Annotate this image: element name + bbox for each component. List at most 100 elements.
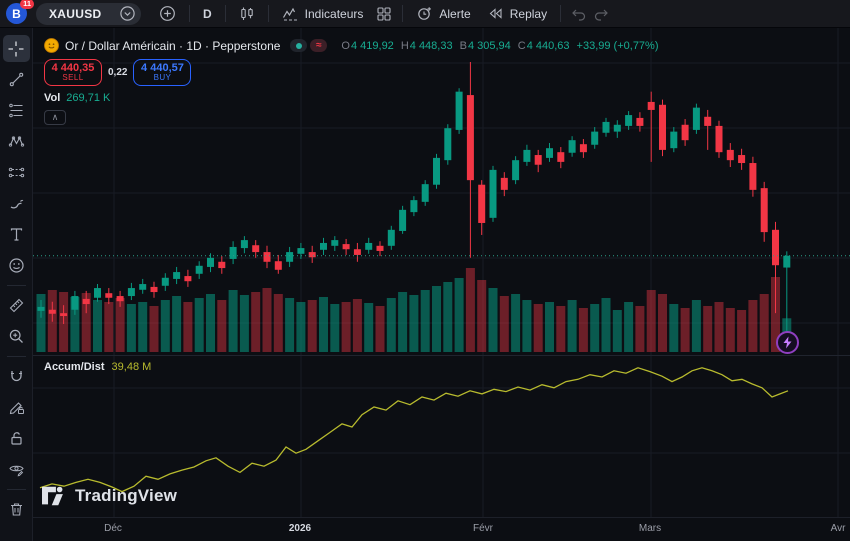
replay-button[interactable]: Replay: [479, 2, 555, 26]
lightning-bolt-icon: [783, 336, 792, 349]
volume-bar: [273, 294, 283, 352]
projection-icon: [8, 167, 24, 178]
tradingview-logo-text: TradingView: [75, 486, 178, 505]
high-label: H: [400, 39, 409, 52]
text-tool[interactable]: [3, 221, 30, 248]
tradingview-watermark[interactable]: TradingView: [42, 486, 177, 506]
pencil-lock-icon: [9, 402, 24, 415]
emoji-tool[interactable]: [3, 252, 30, 279]
chart-style-button[interactable]: [231, 2, 263, 26]
remove-drawings-tool[interactable]: [3, 496, 30, 523]
market-status-icon[interactable]: ≈: [310, 39, 328, 52]
candle-body: [320, 242, 327, 250]
alert-button[interactable]: Alerte: [408, 2, 478, 26]
candle-body: [127, 288, 135, 297]
price-and-volume-chart[interactable]: [33, 28, 850, 517]
toolbar-separator: [402, 5, 404, 22]
accdist-line: [39, 367, 789, 493]
buy-button[interactable]: 4 440,57 BUY: [133, 59, 192, 86]
brush-tool[interactable]: [3, 190, 30, 217]
accdist-label[interactable]: Accum/Dist: [44, 361, 105, 373]
fib-retracement-icon: [8, 103, 22, 118]
volume-bar: [183, 302, 193, 352]
candle-body: [466, 95, 474, 181]
candle-body: [184, 276, 192, 282]
candle-body: [48, 309, 56, 314]
volume-bar: [556, 306, 566, 352]
collapse-legend-button[interactable]: ∧: [44, 110, 66, 125]
sell-button[interactable]: 4 440,35 SELL: [44, 59, 102, 86]
toolbar-group-separator: [6, 489, 26, 490]
switch-symbol-icon[interactable]: [119, 5, 136, 22]
replay-label: Replay: [509, 6, 548, 21]
accdist-row: Accum/Dist 39,48 M: [44, 361, 151, 373]
symbol-title[interactable]: Or / Dollar Américain · 1D · Pepperstone: [65, 38, 281, 53]
volume-bar: [420, 290, 430, 352]
zoom-in-tool[interactable]: [3, 323, 30, 350]
volume-bar: [748, 300, 758, 352]
volume-bar: [217, 300, 227, 352]
instant-order-flash-button[interactable]: [776, 331, 799, 354]
volume-bar: [567, 300, 577, 352]
volume-bar: [70, 297, 80, 352]
trend-line-tool[interactable]: [3, 66, 30, 93]
candle-body: [647, 101, 655, 110]
volume-bar: [477, 280, 487, 352]
drawing-toolbar: [0, 28, 33, 541]
volume-bar: [228, 290, 238, 352]
time-axis-label: Févr: [473, 523, 493, 534]
candle-body: [161, 277, 169, 286]
alarm-plus-icon: [418, 7, 432, 20]
volume-bar: [296, 302, 306, 352]
sell-price: 4 440,35: [51, 61, 95, 74]
toolbar-group-separator: [6, 356, 26, 357]
volume-bar: [239, 295, 249, 352]
candle-body: [376, 245, 384, 251]
time-axis[interactable]: Déc 2026 Févr Mars Avr: [33, 517, 850, 541]
projection-tool[interactable]: [3, 159, 30, 186]
hide-drawings-tool[interactable]: [3, 456, 30, 483]
layout-grid-button[interactable]: [371, 2, 397, 26]
volume-bar: [172, 296, 182, 352]
time-axis-label: 2026: [288, 523, 312, 534]
redo-button[interactable]: [590, 2, 614, 26]
candle-body: [240, 240, 248, 249]
trade-buttons-row: 4 440,35 SELL 0,22 4 440,57 BUY: [44, 59, 659, 86]
candle-body: [274, 261, 282, 270]
pane-separator[interactable]: [33, 355, 850, 356]
candle-body: [455, 91, 463, 130]
time-axis-label: Déc: [104, 523, 122, 534]
candle-body: [715, 125, 723, 153]
measure-tool[interactable]: [3, 292, 30, 319]
volume-bar: [93, 300, 102, 352]
buy-label: BUY: [153, 73, 172, 83]
crosshair-tool[interactable]: [2, 35, 30, 62]
candle-body: [37, 306, 45, 311]
visibility-toggle[interactable]: [290, 39, 308, 52]
drawing-mode-lock-tool[interactable]: [3, 394, 30, 421]
candle-body: [229, 246, 237, 259]
toolbar-separator: [560, 5, 562, 22]
indicators-button[interactable]: Indicateurs: [274, 2, 372, 26]
user-avatar[interactable]: B 11: [6, 0, 34, 24]
volume-bar: [522, 300, 532, 352]
volume-bar: [398, 292, 408, 352]
fib-retracement-tool[interactable]: [3, 97, 30, 124]
xabcd-pattern-tool[interactable]: [3, 128, 30, 155]
magnet-tool[interactable]: [3, 363, 30, 390]
candle-body: [557, 152, 565, 162]
candle-body: [218, 261, 226, 269]
buy-price: 4 440,57: [141, 61, 184, 74]
volume-bar: [545, 302, 554, 352]
volume-bar: [465, 268, 475, 352]
compare-add-button[interactable]: [151, 2, 184, 26]
notification-badge: 11: [20, 0, 34, 9]
symbol-search-box[interactable]: XAUUSD: [36, 2, 141, 25]
lock-all-tool[interactable]: [3, 425, 30, 452]
volume-bar: [341, 302, 351, 352]
crosshair-icon: [8, 41, 24, 56]
time-axis-label: Avr: [830, 523, 846, 534]
undo-button[interactable]: [566, 2, 590, 26]
interval-button[interactable]: D: [195, 2, 220, 26]
chart-region[interactable]: Or / Dollar Américain · 1D · Pepperstone…: [33, 28, 850, 517]
